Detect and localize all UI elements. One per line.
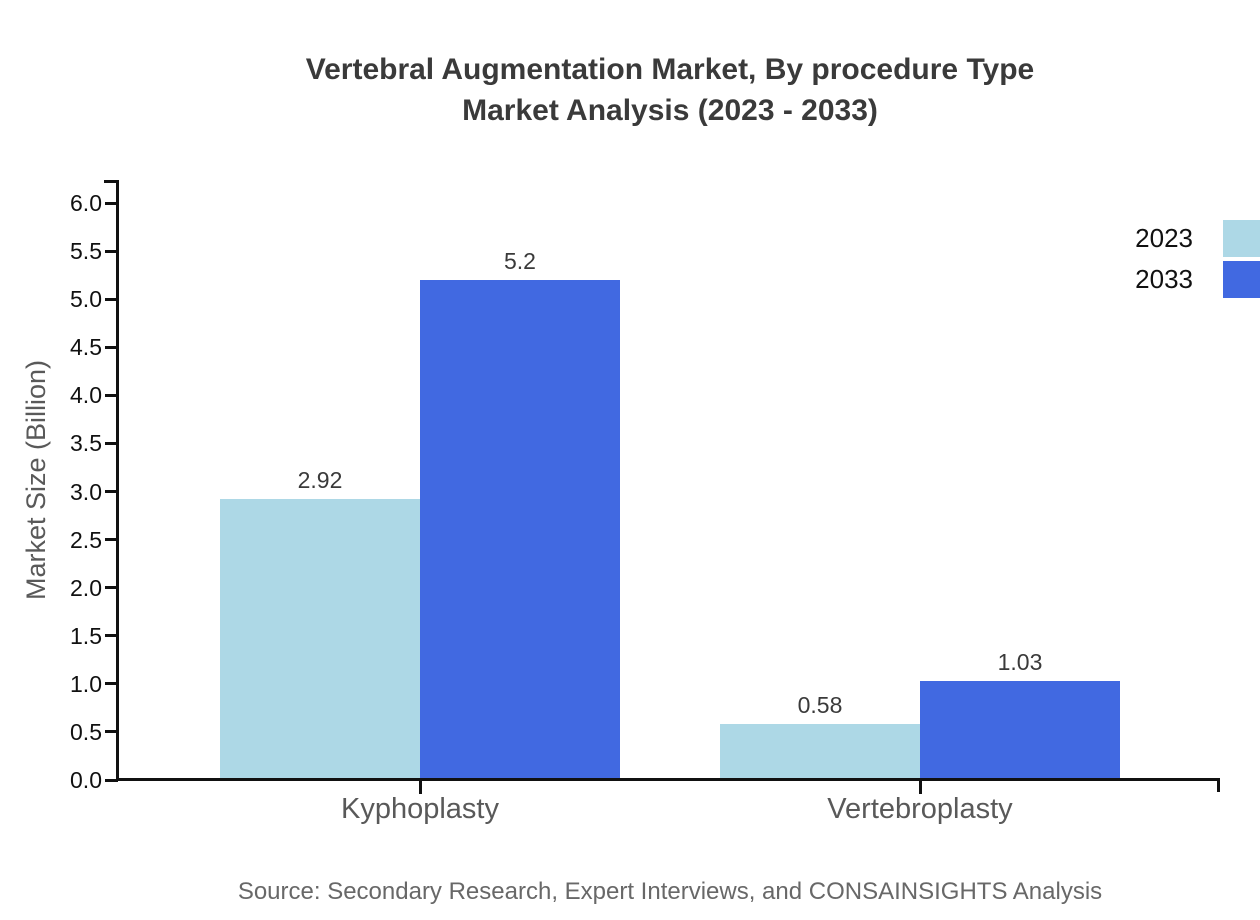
legend: 2023 2033 [1135, 220, 1260, 298]
source-note: Source: Secondary Research, Expert Inter… [237, 878, 1103, 905]
legend-swatch-2023-icon [1223, 220, 1260, 257]
legend-item-2023: 2023 [1135, 220, 1260, 257]
y-tick [105, 682, 118, 686]
x-axis-line [116, 778, 1220, 781]
y-tick-label: 5.5 [70, 238, 102, 265]
legend-label-2023: 2023 [1135, 223, 1193, 253]
legend-label-2033: 2033 [1135, 264, 1193, 294]
y-tick-label: 3.5 [70, 430, 102, 457]
y-tick-label: 1.0 [70, 670, 102, 697]
bar-vertebroplasty-2033 [920, 681, 1120, 780]
y-tick-label: 3.0 [70, 478, 102, 505]
y-tick-label: 0.5 [70, 718, 102, 745]
y-tick [105, 586, 118, 590]
chart-title-line2: Market Analysis (2023 - 2033) [462, 94, 878, 127]
y-tick-label: 2.5 [70, 526, 102, 553]
y-tick-label: 2.0 [70, 574, 102, 601]
legend-swatch-2033-icon [1223, 261, 1260, 298]
y-tick-label: 1.5 [70, 622, 102, 649]
y-tick-label: 0.0 [70, 767, 102, 793]
y-tick [105, 730, 118, 734]
x-category-label-kyphoplasty: Kyphoplasty [341, 793, 499, 825]
y-tick-label: 6.0 [70, 190, 102, 216]
chart-title: Vertebral Augmentation Market, By proced… [70, 49, 1260, 131]
x-category-label-vertebroplasty: Vertebroplasty [827, 793, 1013, 825]
y-tick [105, 778, 118, 782]
y-axis-end-tick [104, 180, 117, 183]
y-tick-label: 5.0 [70, 286, 102, 313]
chart-title-line1: Vertebral Augmentation Market, By proced… [305, 53, 1035, 86]
bar-kyphoplasty-2023 [220, 499, 420, 780]
y-tick [105, 249, 118, 253]
bar-value-label: 5.2 [504, 248, 536, 274]
y-tick-label: 4.0 [70, 382, 102, 409]
bar-vertebroplasty-2023 [720, 724, 920, 780]
x-axis-end-tick [1217, 778, 1220, 792]
y-tick [105, 201, 118, 205]
bar-value-label: 1.03 [997, 649, 1043, 675]
x-tick [418, 781, 422, 794]
y-tick [105, 634, 118, 638]
legend-item-2033: 2033 [1135, 261, 1260, 298]
y-tick-label: 4.5 [70, 334, 102, 361]
y-tick [105, 345, 118, 349]
y-tick [105, 297, 118, 301]
y-axis-line [116, 180, 119, 781]
x-tick [918, 781, 922, 794]
bar-value-label: 2.92 [297, 467, 343, 493]
bar-value-label: 0.58 [797, 692, 843, 718]
y-tick [105, 393, 118, 397]
bar-kyphoplasty-2033 [420, 280, 620, 780]
y-tick [105, 538, 118, 542]
y-tick [105, 441, 118, 445]
y-tick [105, 490, 118, 493]
